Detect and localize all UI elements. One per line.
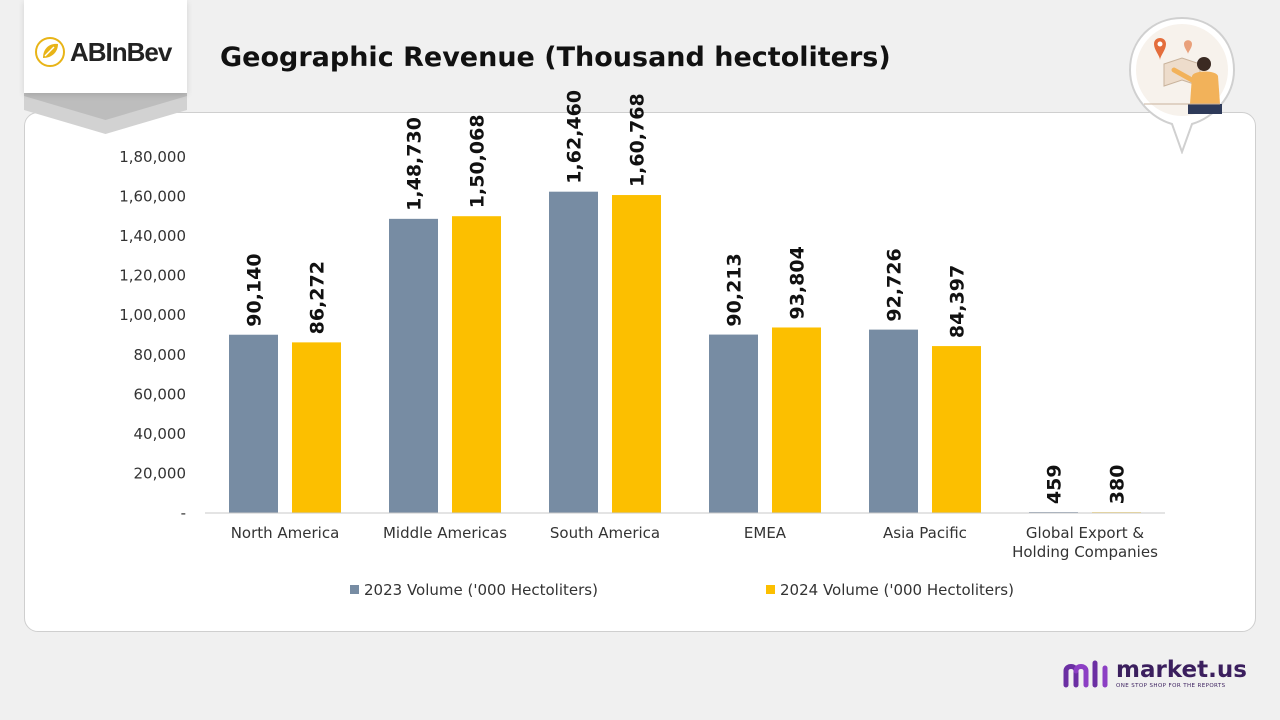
data-label: 1,50,068 bbox=[467, 114, 489, 208]
bar-2023 bbox=[709, 334, 758, 513]
y-tick-label: 80,000 bbox=[134, 346, 187, 364]
bar-2024 bbox=[612, 195, 661, 513]
bar-2023 bbox=[869, 329, 918, 513]
data-label: 92,726 bbox=[884, 248, 906, 321]
brand-logo: market.us ONE STOP SHOP FOR THE REPORTS bbox=[1062, 658, 1247, 690]
x-axis-labels: North America Middle Americas South Americ… bbox=[231, 524, 1158, 561]
data-label: 86,272 bbox=[307, 261, 329, 334]
bar-2024 bbox=[452, 216, 501, 513]
legend-label: 2023 Volume ('000 Hectoliters) bbox=[364, 581, 598, 599]
y-tick-label: 20,000 bbox=[134, 464, 187, 482]
bar-2024 bbox=[772, 327, 821, 513]
data-label: 1,48,730 bbox=[404, 117, 426, 211]
brand-name: market.us bbox=[1116, 657, 1247, 683]
y-tick-label: 1,20,000 bbox=[119, 267, 186, 285]
y-tick-label: 1,00,000 bbox=[119, 306, 186, 324]
data-label: 90,213 bbox=[724, 253, 746, 326]
x-tick-label: Holding Companies bbox=[1012, 543, 1158, 561]
x-tick-label: EMEA bbox=[744, 524, 787, 542]
legend: 2023 Volume ('000 Hectoliters) 2024 Volum… bbox=[350, 581, 1014, 599]
x-tick-label: Asia Pacific bbox=[883, 524, 967, 542]
brand-tagline: ONE STOP SHOP FOR THE REPORTS bbox=[1116, 683, 1226, 689]
company-logo: ABInBev bbox=[34, 36, 172, 68]
y-tick-label: - bbox=[181, 504, 186, 522]
y-tick-label: 1,60,000 bbox=[119, 188, 186, 206]
bar-2023 bbox=[549, 191, 598, 513]
bar-2023 bbox=[229, 334, 278, 513]
y-tick-label: 1,80,000 bbox=[119, 148, 186, 166]
abinbev-leaf-icon bbox=[35, 37, 65, 67]
data-label: 1,60,768 bbox=[627, 93, 649, 187]
bar-2024 bbox=[292, 342, 341, 513]
market-us-logo-icon bbox=[1063, 660, 1108, 688]
data-label: 459 bbox=[1044, 464, 1066, 504]
bars-group: 90,140 86,272 1,48,730 1,50,068 1,62,460 1,60… bbox=[229, 90, 1141, 514]
logo-tab: ABInBev bbox=[24, 0, 187, 93]
x-tick-label: South America bbox=[550, 524, 660, 542]
logo-text: ABInBev bbox=[70, 36, 172, 67]
data-label: 90,140 bbox=[244, 253, 266, 326]
person-map-icon bbox=[1128, 16, 1236, 154]
logo-chevron-decoration bbox=[24, 88, 187, 134]
page-title: Geographic Revenue (Thousand hectoliters… bbox=[220, 42, 891, 73]
bar-2024 bbox=[932, 346, 981, 513]
x-tick-label: North America bbox=[231, 524, 340, 542]
legend-swatch bbox=[350, 585, 359, 594]
legend-label: 2024 Volume ('000 Hectoliters) bbox=[780, 581, 1014, 599]
data-label: 84,397 bbox=[947, 265, 969, 338]
legend-swatch bbox=[766, 585, 775, 594]
y-tick-label: 1,40,000 bbox=[119, 227, 186, 245]
x-tick-label: Middle Americas bbox=[383, 524, 507, 542]
x-tick-label: Global Export & bbox=[1026, 524, 1144, 542]
y-tick-label: 40,000 bbox=[134, 425, 187, 443]
data-label: 1,62,460 bbox=[564, 90, 586, 184]
data-label: 380 bbox=[1107, 465, 1129, 505]
y-axis: - 20,000 40,000 60,000 80,000 1,00,000 1,20,00… bbox=[119, 148, 186, 522]
data-label: 93,804 bbox=[787, 246, 809, 319]
y-tick-label: 60,000 bbox=[134, 385, 187, 403]
bar-2023 bbox=[389, 218, 438, 514]
